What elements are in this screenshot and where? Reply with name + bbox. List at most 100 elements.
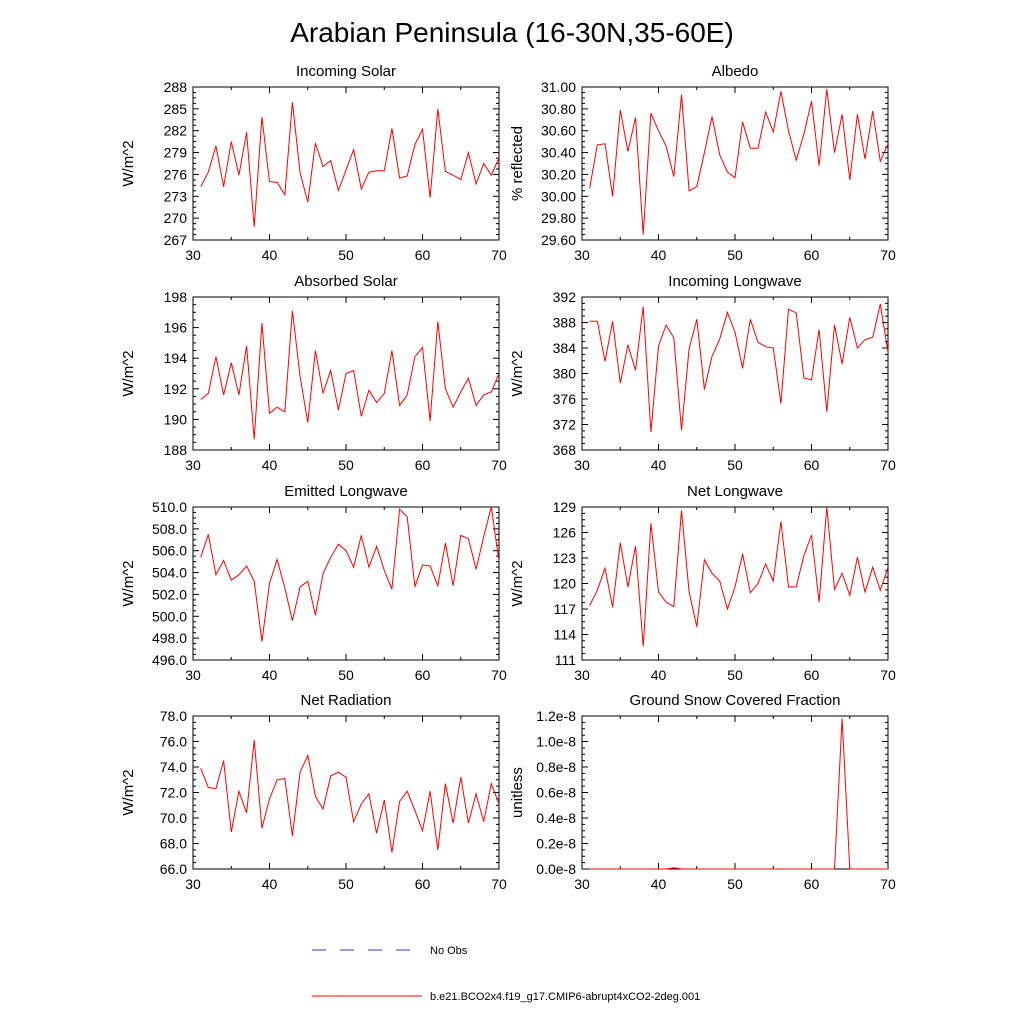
x-tick-label: 40 <box>651 247 667 263</box>
y-tick-label: 504.0 <box>152 565 187 581</box>
x-tick-label: 70 <box>880 876 896 892</box>
y-tick-label: 190 <box>164 411 188 427</box>
y-tick-label: 0.8e-8 <box>536 759 576 775</box>
panel-incoming-solar: Incoming Solar W/m^2 30 40 50 60 70 267 270 273 27… <box>120 63 507 263</box>
plot-frame <box>192 86 500 241</box>
series-line-model-run <box>200 740 500 853</box>
y-tick-label: 198 <box>164 289 188 305</box>
y-tick-label: 30.00 <box>541 188 576 204</box>
x-tick-label: 50 <box>727 457 743 473</box>
plot-frame <box>581 506 889 661</box>
y-tick-label: 120 <box>553 576 577 592</box>
x-tick-label: 50 <box>338 667 354 683</box>
panels-group: Incoming Solar W/m^2 30 40 50 60 70 267 270 273 27… <box>120 63 896 892</box>
y-tick-label: 508.0 <box>152 521 187 537</box>
y-axis-label: W/m^2 <box>509 350 526 396</box>
y-tick-label: 1.2e-8 <box>536 708 576 724</box>
y-tick-label: 273 <box>164 188 188 204</box>
x-tick-label: 60 <box>804 247 820 263</box>
panel-absorbed-solar: Absorbed Solar W/m^2 30 40 50 60 70 188 190 192 19… <box>120 273 507 473</box>
y-tick-label: 0.2e-8 <box>536 836 576 852</box>
plot-frame <box>581 715 889 870</box>
y-tick-label: 392 <box>553 289 577 305</box>
y-tick-label: 502.0 <box>152 586 187 602</box>
panel-title: Incoming Solar <box>296 63 396 80</box>
x-tick-label: 30 <box>185 457 201 473</box>
x-tick-label: 30 <box>185 667 201 683</box>
y-tick-label: 496.0 <box>152 652 187 668</box>
panel-title: Albedo <box>712 63 759 80</box>
y-axis-label: W/m^2 <box>120 769 137 815</box>
y-tick-label: 72.0 <box>160 785 187 801</box>
series-line-model-run <box>589 506 889 647</box>
figure-title: Arabian Peninsula (16-30N,35-60E) <box>290 17 734 48</box>
series-line-model-run <box>200 310 500 440</box>
y-tick-label: 0.6e-8 <box>536 785 576 801</box>
legend: No Obs b.e21.BCO2x4.f19_g17.CMIP6-abrupt… <box>312 945 700 1003</box>
y-tick-label: 267 <box>164 232 188 248</box>
y-axis-label: unitless <box>509 767 526 818</box>
y-axis-label: W/m^2 <box>120 140 137 186</box>
y-tick-label: 372 <box>553 417 577 433</box>
x-tick-label: 70 <box>880 667 896 683</box>
x-tick-label: 30 <box>574 876 590 892</box>
y-tick-label: 76.0 <box>160 734 187 750</box>
y-tick-label: 0.4e-8 <box>536 810 576 826</box>
x-tick-label: 70 <box>880 247 896 263</box>
y-tick-label: 279 <box>164 145 188 161</box>
y-tick-label: 498.0 <box>152 630 187 646</box>
y-tick-label: 31.00 <box>541 79 576 95</box>
x-tick-label: 60 <box>804 876 820 892</box>
series-line-model-run <box>200 102 500 227</box>
x-tick-label: 70 <box>491 247 507 263</box>
y-tick-label: 368 <box>553 442 577 458</box>
x-tick-label: 70 <box>491 667 507 683</box>
y-tick-label: 500.0 <box>152 608 187 624</box>
panel-net-longwave: Net Longwave W/m^2 30 40 50 60 70 111 114 117 120 1… <box>509 483 896 683</box>
y-axis-label: W/m^2 <box>120 350 137 396</box>
x-tick-label: 50 <box>727 876 743 892</box>
x-tick-label: 50 <box>338 247 354 263</box>
y-axis-label: % reflected <box>509 126 526 201</box>
y-tick-label: 506.0 <box>152 543 187 559</box>
panel-title: Incoming Longwave <box>668 273 801 290</box>
legend-item-model-run: b.e21.BCO2x4.f19_g17.CMIP6-abrupt4xCO2-2… <box>312 991 700 1003</box>
x-tick-label: 60 <box>415 457 431 473</box>
x-tick-label: 40 <box>262 457 278 473</box>
y-tick-label: 129 <box>553 499 577 515</box>
y-tick-label: 114 <box>554 627 577 643</box>
y-tick-label: 29.60 <box>541 232 576 248</box>
x-tick-label: 50 <box>338 876 354 892</box>
y-tick-label: 66.0 <box>160 861 187 877</box>
y-tick-label: 282 <box>164 123 188 139</box>
x-tick-label: 30 <box>574 247 590 263</box>
y-tick-label: 0.0e-8 <box>536 861 576 877</box>
y-tick-label: 384 <box>553 340 577 356</box>
y-tick-label: 188 <box>164 442 188 458</box>
panel-title: Net Radiation <box>301 692 392 709</box>
y-tick-label: 1.0e-8 <box>536 734 576 750</box>
panel-title: Net Longwave <box>687 483 783 500</box>
x-tick-label: 30 <box>185 247 201 263</box>
y-tick-label: 117 <box>554 601 577 617</box>
x-tick-label: 50 <box>338 457 354 473</box>
y-tick-label: 380 <box>553 366 577 382</box>
y-tick-label: 123 <box>553 550 577 566</box>
y-tick-label: 30.40 <box>541 145 576 161</box>
y-tick-label: 194 <box>164 350 188 366</box>
y-tick-label: 126 <box>553 525 577 541</box>
panel-title: Ground Snow Covered Fraction <box>630 692 841 709</box>
x-tick-label: 40 <box>262 876 278 892</box>
x-tick-label: 60 <box>415 876 431 892</box>
x-tick-label: 70 <box>491 457 507 473</box>
x-tick-label: 70 <box>880 457 896 473</box>
panel-title: Emitted Longwave <box>284 483 407 500</box>
x-tick-label: 40 <box>651 457 667 473</box>
y-tick-label: 192 <box>164 381 188 397</box>
y-tick-label: 276 <box>164 166 188 182</box>
y-tick-label: 78.0 <box>160 708 187 724</box>
panel-ground-snow-covered-fraction: Ground Snow Covered Fraction unitless 30 40… <box>509 692 896 892</box>
legend-label-no-obs: No Obs <box>430 945 468 957</box>
y-tick-label: 30.80 <box>541 101 576 117</box>
